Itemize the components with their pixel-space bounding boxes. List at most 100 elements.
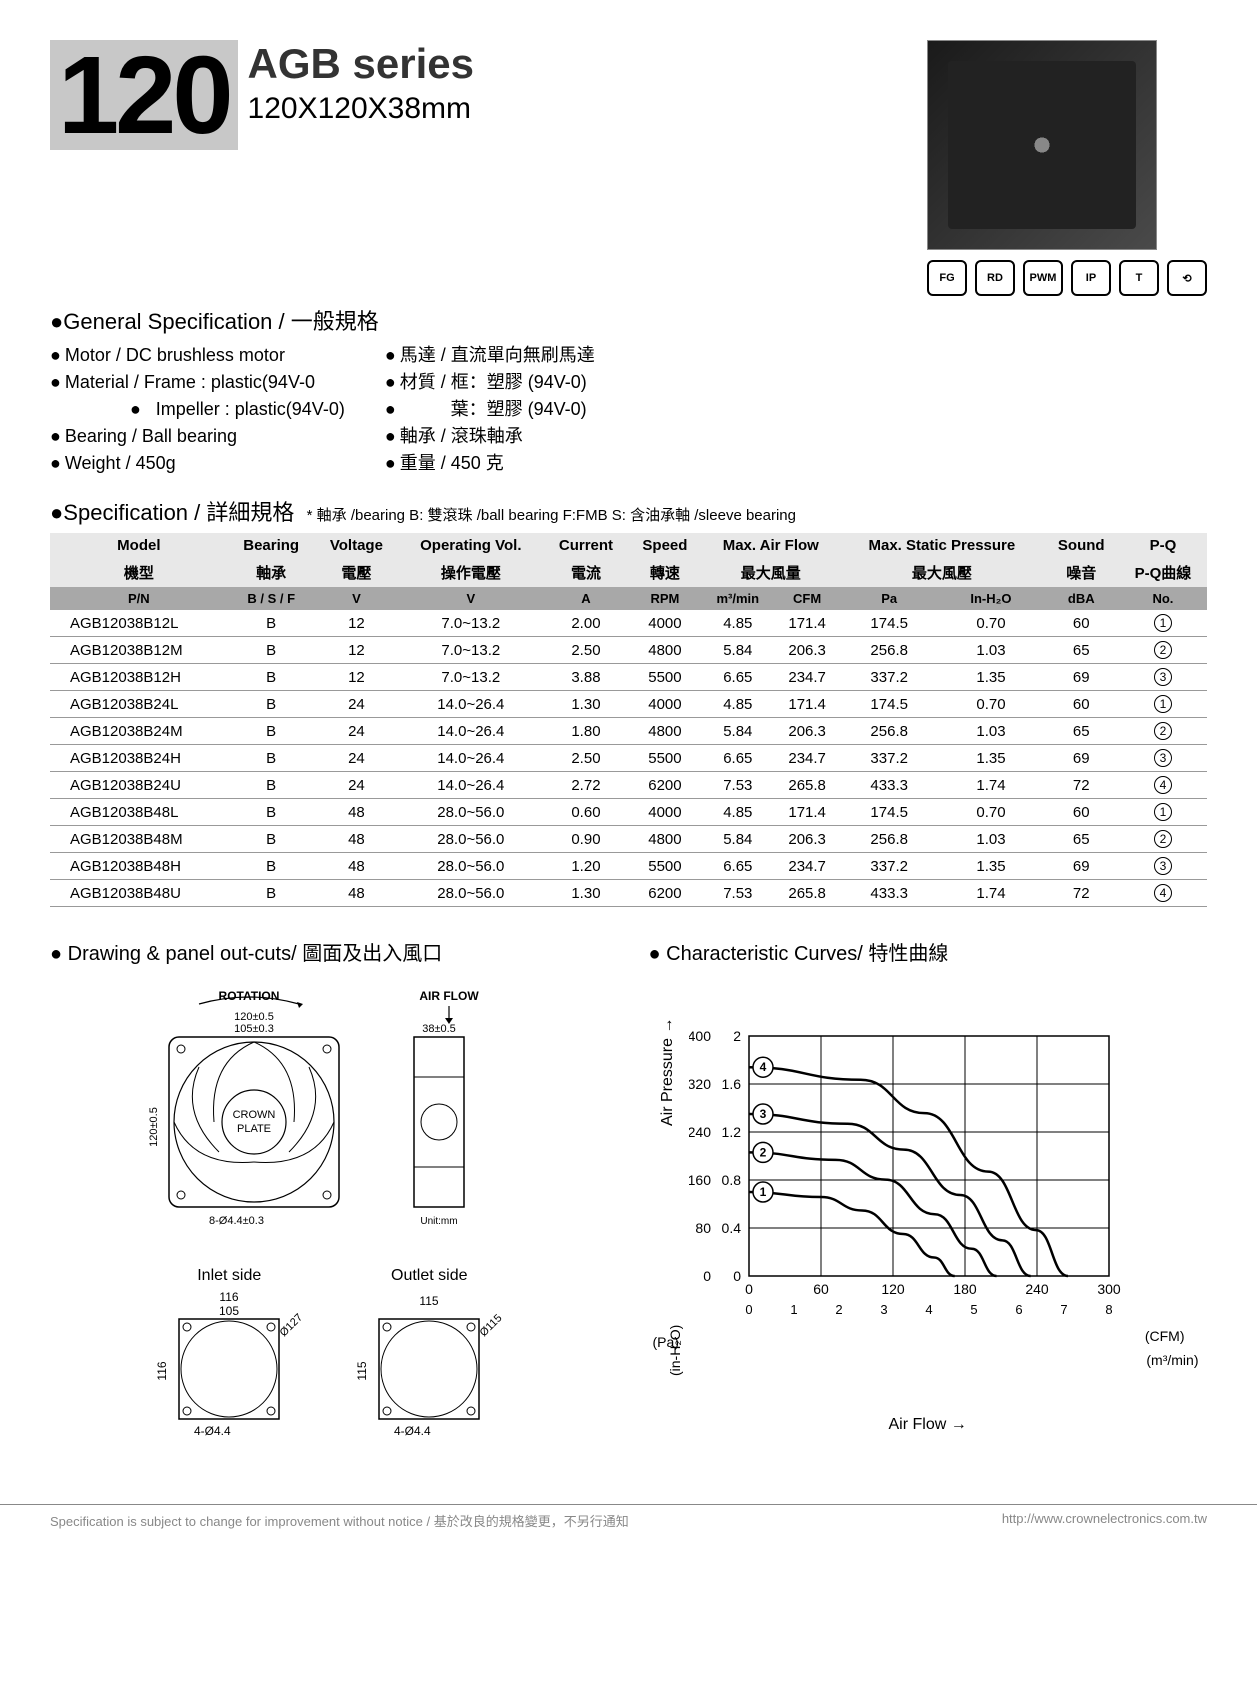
cell: 3 [1119,853,1207,880]
cell: 1.20 [544,853,629,880]
svg-text:1: 1 [790,1302,797,1317]
col-header: 噪音 [1044,558,1119,587]
col-header: Max. Air Flow [701,533,840,558]
cell: 6.65 [701,853,774,880]
cell: B [228,691,315,718]
cell: B [228,745,315,772]
bearing-note: * 軸承 /bearing B: 雙滾珠 /ball bearing F:FMB… [307,507,796,524]
cell: 12 [315,610,398,637]
cell: 256.8 [840,826,938,853]
gen-spec-item: 重量 / 450 克 [385,450,595,477]
svg-text:0: 0 [745,1281,753,1297]
cell: B [228,664,315,691]
cell: 2.00 [544,610,629,637]
cell: 14.0~26.4 [398,745,543,772]
cell: 0.70 [938,610,1043,637]
cell: AGB12038B48M [50,826,228,853]
cell: 0.70 [938,691,1043,718]
col-header: 電壓 [315,558,398,587]
col-header: Sound [1044,533,1119,558]
cell: 3 [1119,745,1207,772]
svg-text:120±0.5: 120±0.5 [148,1107,160,1147]
cell: 24 [315,772,398,799]
svg-text:PLATE: PLATE [237,1123,271,1135]
cell: 4000 [628,610,701,637]
cell: 6.65 [701,745,774,772]
cell: 433.3 [840,772,938,799]
cell: AGB12038B48H [50,853,228,880]
svg-text:120: 120 [881,1281,905,1297]
cell: 1.03 [938,718,1043,745]
cell: 5.84 [701,637,774,664]
cell: 5500 [628,853,701,880]
cell: B [228,853,315,880]
series-name: AGB series [248,40,474,88]
cell: 4800 [628,637,701,664]
cell: 7.0~13.2 [398,610,543,637]
cell: 265.8 [774,772,840,799]
svg-text:4: 4 [759,1060,766,1074]
cell: 69 [1044,664,1119,691]
header: 120 AGB series 120X120X38mm FGRDPWMIPT⟲ [50,40,1207,296]
cert-icon: ⟲ [1167,260,1207,296]
table-row: AGB12038B12MB127.0~13.22.5048005.84206.3… [50,637,1207,664]
gen-spec-right: 馬達 / 直流單向無刷馬達材質 / 框：塑膠 (94V-0)● 葉：塑膠 (94… [385,342,595,477]
gen-spec-item: Material / Frame : plastic(94V-0 [50,369,345,396]
svg-text:CROWN: CROWN [233,1109,276,1121]
x-axis-label: Air Flow → [889,1416,967,1434]
product-photo [927,40,1157,250]
svg-text:300: 300 [1097,1281,1121,1297]
cell: 171.4 [774,610,840,637]
cell: 4800 [628,826,701,853]
unit-cfm: (CFM) [1145,1328,1185,1344]
cell: 2 [1119,637,1207,664]
cert-icon: PWM [1023,260,1063,296]
cell: 5.84 [701,826,774,853]
table-row: AGB12038B48HB4828.0~56.01.2055006.65234.… [50,853,1207,880]
svg-text:116: 116 [155,1361,169,1380]
footer: Specification is subject to change for i… [0,1504,1257,1536]
cell: 7.53 [701,772,774,799]
svg-text:8: 8 [1105,1302,1112,1317]
cell: 1.30 [544,880,629,907]
unit-m3: (m³/min) [1146,1352,1198,1368]
cell: 28.0~56.0 [398,853,543,880]
cell: 1.35 [938,745,1043,772]
svg-text:180: 180 [953,1281,977,1297]
col-header: Speed [628,533,701,558]
cert-icon: RD [975,260,1015,296]
col-header: P-Q [1119,533,1207,558]
cell: 6.65 [701,664,774,691]
svg-text:Ø115: Ø115 [478,1312,504,1339]
svg-text:115: 115 [420,1294,439,1308]
svg-text:4: 4 [925,1302,932,1317]
cell: 14.0~26.4 [398,772,543,799]
table-row: AGB12038B12LB127.0~13.22.0040004.85171.4… [50,610,1207,637]
cell: 12 [315,664,398,691]
cell: 256.8 [840,637,938,664]
svg-text:400: 400 [689,1028,711,1044]
cell: 14.0~26.4 [398,691,543,718]
cell: 174.5 [840,691,938,718]
cell: 4000 [628,799,701,826]
footer-disclaimer: Specification is subject to change for i… [50,1511,629,1530]
y-axis-label: Air Pressure → [659,1018,677,1126]
fan-top-drawing: ROTATION AIR FLOW 120±0.5 105±0.3 C [139,982,519,1237]
cert-icon: IP [1071,260,1111,296]
svg-text:3: 3 [759,1107,766,1121]
svg-text:160: 160 [689,1172,711,1188]
cell: 69 [1044,853,1119,880]
table-row: AGB12038B24HB2414.0~26.42.5055006.65234.… [50,745,1207,772]
cell: 1.74 [938,772,1043,799]
table-row: AGB12038B24UB2414.0~26.42.7262007.53265.… [50,772,1207,799]
unit-header: In-H₂O [938,587,1043,610]
col-header: Operating Vol. [398,533,543,558]
cell: B [228,799,315,826]
svg-text:0: 0 [733,1268,741,1284]
cell: 14.0~26.4 [398,718,543,745]
cell: 60 [1044,799,1119,826]
col-header: 機型 [50,558,228,587]
cell: 3.88 [544,664,629,691]
cell: 6200 [628,772,701,799]
gen-spec-item: ●Impeller : plastic(94V-0) [130,396,345,423]
